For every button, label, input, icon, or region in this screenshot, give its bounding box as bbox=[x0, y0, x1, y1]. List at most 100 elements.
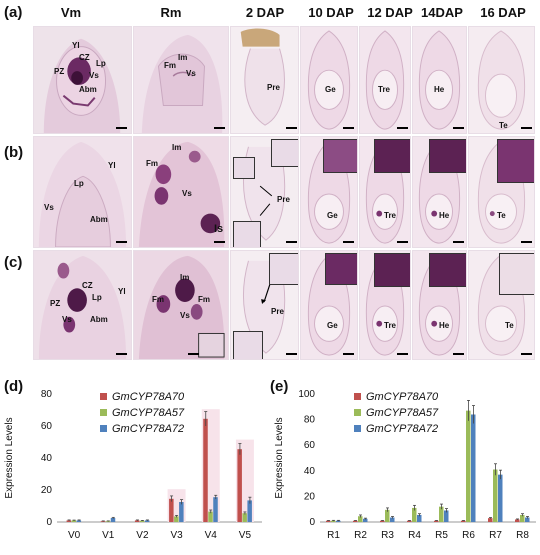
label-b-vm-abm: Abm bbox=[90, 215, 108, 224]
bar bbox=[412, 507, 417, 522]
inset-image bbox=[271, 139, 298, 167]
x-tick-label: R8 bbox=[516, 530, 529, 541]
chart-d: 0 20 40 60 80 Expression Levels V0 V1 V2 V3 V4 V5 Gm… bbox=[0, 378, 270, 550]
bar bbox=[331, 520, 336, 522]
label-b-12dap-tre: Tre bbox=[384, 211, 397, 220]
bar bbox=[174, 516, 179, 522]
chart-d-svg: 0 20 40 60 80 Expression Levels V0 V1 V2 V3 V4 V5 Gm… bbox=[4, 389, 262, 541]
bar bbox=[363, 518, 368, 522]
label-c-vm-yl: Yl bbox=[118, 287, 126, 296]
scale-bar bbox=[453, 127, 464, 129]
scale-bar bbox=[214, 127, 225, 129]
column-header-vm: Vm bbox=[60, 5, 82, 20]
scale-bar bbox=[453, 241, 464, 243]
y-tick-label: 20 bbox=[41, 485, 53, 496]
image-a-10dap: Ge bbox=[300, 26, 358, 134]
scale-bar bbox=[521, 353, 532, 355]
image-a-16dap: Te bbox=[468, 26, 535, 134]
image-b-14dap: He bbox=[412, 136, 467, 248]
bar bbox=[336, 520, 341, 522]
image-a-2dap: Pre bbox=[230, 26, 299, 134]
legend-swatch bbox=[100, 393, 107, 400]
chart-e: 0 20 40 60 80 100 Expression Levels R1 R2 R3 R4 R5 R… bbox=[270, 378, 540, 550]
y-tick-label: 20 bbox=[304, 491, 316, 502]
bar bbox=[358, 516, 363, 522]
image-b-12dap: Tre bbox=[359, 136, 411, 248]
bar bbox=[488, 518, 493, 522]
label-a-vm-abm: Abm bbox=[79, 85, 97, 94]
panel-label-c: (c) bbox=[4, 254, 23, 271]
label-a-12dap-tre: Tre bbox=[378, 85, 391, 94]
legend-label: GmCYP78A70 bbox=[112, 391, 185, 403]
inset-image bbox=[325, 253, 357, 285]
inset-image bbox=[499, 253, 534, 295]
inset-image bbox=[374, 139, 410, 173]
bar bbox=[76, 520, 82, 522]
label-a-rm-im: Im bbox=[178, 53, 188, 62]
label-b-16dap-te: Te bbox=[497, 211, 506, 220]
y-tick-label: 40 bbox=[304, 466, 316, 477]
x-tick-label: V4 bbox=[205, 530, 218, 541]
label-c-vm-vs: Vs bbox=[62, 315, 72, 324]
legend-swatch bbox=[100, 425, 107, 432]
bar bbox=[110, 518, 116, 522]
bar bbox=[385, 509, 390, 522]
bar bbox=[417, 514, 422, 522]
label-c-rm-vs: Vs bbox=[180, 311, 190, 320]
scale-bar bbox=[397, 353, 408, 355]
x-tick-label: V3 bbox=[170, 530, 183, 541]
bar bbox=[444, 510, 449, 522]
x-tick-label: R2 bbox=[354, 530, 367, 541]
x-tick-label: R6 bbox=[462, 530, 475, 541]
legend-swatch bbox=[354, 393, 361, 400]
bar bbox=[493, 469, 498, 522]
column-header-14dap: 14DAP bbox=[421, 5, 463, 20]
legend-swatch bbox=[354, 409, 361, 416]
bar bbox=[525, 517, 530, 522]
inset-image bbox=[429, 253, 466, 287]
scale-bar bbox=[188, 353, 199, 355]
bar bbox=[515, 519, 520, 522]
label-c-2dap-pre: Pre bbox=[271, 307, 284, 316]
label-c-vm-pz: PZ bbox=[50, 299, 61, 308]
bar bbox=[326, 520, 331, 522]
label-a-rm-fm: Fm bbox=[164, 61, 176, 70]
label-b-10dap-ge: Ge bbox=[327, 211, 338, 220]
image-a-14dap: He bbox=[412, 26, 467, 134]
bar bbox=[203, 418, 208, 522]
x-tick-label: R4 bbox=[408, 530, 421, 541]
label-c-vm-lp: Lp bbox=[92, 293, 102, 302]
label-b-rm-vs: Vs bbox=[182, 189, 192, 198]
y-tick-label: 80 bbox=[304, 415, 316, 426]
inset-image bbox=[429, 139, 466, 173]
scale-bar bbox=[521, 241, 532, 243]
bar bbox=[100, 521, 106, 522]
bar bbox=[179, 502, 184, 522]
label-b-2dap-pre: Pre bbox=[277, 195, 290, 204]
x-tick-label: R1 bbox=[327, 530, 340, 541]
label-a-vm-lp: Lp bbox=[96, 59, 106, 68]
inset-image bbox=[323, 139, 357, 173]
image-c-rm: Im Fm Fm Vs bbox=[133, 250, 229, 360]
bar bbox=[213, 497, 218, 522]
x-tick-label: V2 bbox=[136, 530, 149, 541]
image-c-14dap: He bbox=[412, 250, 467, 360]
image-b-16dap: Te bbox=[468, 136, 535, 248]
column-header-16dap: 16 DAP bbox=[480, 5, 526, 20]
image-a-rm: Fm Im Vs bbox=[133, 26, 229, 134]
y-tick-label: 0 bbox=[309, 517, 315, 528]
y-tick-label: 0 bbox=[46, 517, 52, 528]
x-tick-label: V1 bbox=[102, 530, 115, 541]
label-c-rm-fm: Fm bbox=[152, 295, 164, 304]
scale-bar bbox=[343, 127, 354, 129]
label-a-vm-vs: Vs bbox=[89, 71, 99, 80]
bar bbox=[434, 520, 439, 522]
label-b-vm-vs: Vs bbox=[44, 203, 54, 212]
inset-image bbox=[233, 221, 261, 247]
image-a-12dap: Tre bbox=[359, 26, 411, 134]
scale-bar bbox=[214, 241, 225, 243]
label-b-rm-is: Is bbox=[214, 223, 224, 235]
x-tick-label: R5 bbox=[435, 530, 448, 541]
bar bbox=[471, 414, 476, 522]
label-c-vm-abm: Abm bbox=[90, 315, 108, 324]
